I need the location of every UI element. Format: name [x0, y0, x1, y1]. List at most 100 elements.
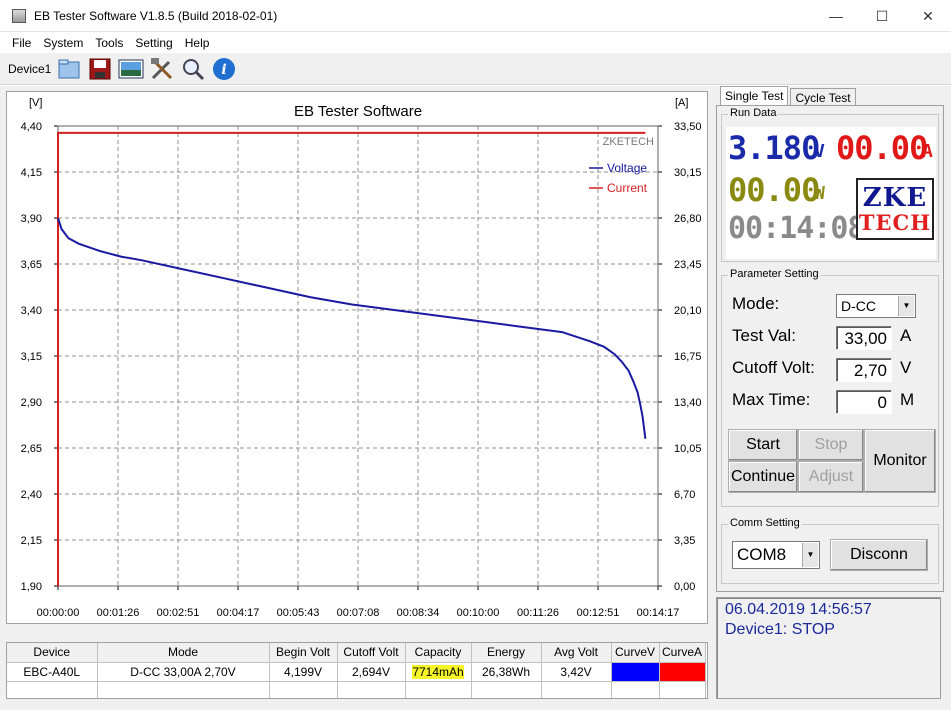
- cell-cutoff-volt: 2,694V: [337, 662, 406, 682]
- col-avg-volt: Avg Volt: [541, 643, 612, 663]
- test-tabs: Single Test Cycle Test: [720, 86, 858, 106]
- menu-setting[interactable]: Setting: [135, 36, 173, 50]
- col-curve-a: CurveA: [659, 643, 706, 663]
- disconnect-button[interactable]: Disconn: [830, 539, 928, 571]
- tools-icon[interactable]: [148, 55, 176, 83]
- left-tick-label: 3,90: [21, 213, 42, 225]
- col-cutoff-volt: Cutoff Volt: [337, 643, 406, 663]
- col-begin-volt: Begin Volt: [269, 643, 338, 663]
- com-port-value: COM8: [737, 545, 787, 564]
- chevron-down-icon[interactable]: ▼: [802, 543, 818, 567]
- start-button[interactable]: Start: [728, 429, 798, 461]
- left-tick-label: 2,65: [21, 443, 42, 455]
- magnifier-icon[interactable]: [179, 55, 207, 83]
- voltage-unit: V: [814, 141, 825, 162]
- right-tick-label: 3,35: [674, 535, 695, 547]
- mode-value: D-CC: [841, 298, 876, 314]
- window-title: EB Tester Software V1.8.5 (Build 2018-02…: [34, 8, 278, 23]
- svg-text:i: i: [222, 62, 227, 78]
- table-row[interactable]: EBC-A40L D-CC 33,00A 2,70V 4,199V 2,694V…: [7, 662, 706, 682]
- col-curve-v: CurveV: [611, 643, 660, 663]
- right-tick-label: 30,15: [674, 167, 702, 179]
- col-mode: Mode: [97, 643, 270, 663]
- left-tick-label: 2,15: [21, 535, 42, 547]
- cell-capacity: 7714mAh: [405, 662, 472, 682]
- left-tick-label: 3,65: [21, 259, 42, 271]
- tab-cycle-test[interactable]: Cycle Test: [790, 88, 856, 106]
- max-time-input[interactable]: 0: [836, 390, 892, 414]
- logo-tech: TECH: [858, 210, 932, 235]
- menu-system[interactable]: System: [43, 36, 84, 50]
- main-area: 00:00:00 00:01:26 00:02:51 00:04:17 00:05:43…: [0, 86, 951, 710]
- current-unit: A: [922, 141, 933, 162]
- table-header-row: Device Mode Begin Volt Cutoff Volt Capac…: [7, 643, 706, 663]
- mode-select[interactable]: D-CC ▼: [836, 294, 916, 318]
- col-capacity: Capacity: [405, 643, 472, 663]
- voltage-readout: 3.180: [728, 129, 820, 167]
- curve-v-swatch[interactable]: [611, 662, 660, 682]
- menu-bar: File System Tools Setting Help: [0, 33, 951, 53]
- x-tick-label: 00:00:00: [37, 607, 80, 619]
- right-tick-label: 10,05: [674, 443, 702, 455]
- window-controls: — ☐ ✕: [813, 0, 951, 32]
- right-tick-label: 16,75: [674, 351, 702, 363]
- menu-help[interactable]: Help: [184, 36, 210, 50]
- menu-tools[interactable]: Tools: [95, 36, 124, 50]
- app-icon: [12, 8, 26, 23]
- status-device-state: Device1: STOP: [725, 621, 835, 638]
- toolbar: Device1 i: [0, 53, 951, 85]
- table-row-empty: [7, 681, 706, 698]
- curve-a-swatch[interactable]: [659, 662, 706, 682]
- tab-single-test[interactable]: Single Test: [720, 86, 789, 106]
- run-data-group: Run Data 3.180 V 00.00 A 00.00 W 00:14:0…: [721, 107, 939, 262]
- x-tick-label: 00:02:51: [157, 607, 200, 619]
- single-test-panel: Run Data 3.180 V 00.00 A 00.00 W 00:14:0…: [716, 105, 944, 592]
- legend-voltage-label: Voltage: [607, 161, 647, 175]
- current-readout: 00.00: [836, 129, 928, 167]
- right-tick-label: 13,40: [674, 397, 702, 409]
- chevron-down-icon[interactable]: ▼: [898, 296, 914, 316]
- title-bar: EB Tester Software V1.8.5 (Build 2018-02…: [0, 0, 951, 32]
- info-icon[interactable]: i: [210, 55, 238, 83]
- legend-current-label: Current: [607, 181, 648, 195]
- cell-begin-volt: 4,199V: [269, 662, 338, 682]
- col-device: Device: [7, 643, 98, 663]
- com-port-select[interactable]: COM8 ▼: [732, 541, 820, 569]
- chart-watermark: ZKETECH: [603, 136, 654, 148]
- comm-title: Comm Setting: [728, 517, 802, 529]
- x-tick-label: 00:08:34: [397, 607, 440, 619]
- menu-file[interactable]: File: [12, 36, 32, 50]
- left-tick-label: 4,15: [21, 167, 42, 179]
- cutoff-volt-input[interactable]: 2,70: [836, 358, 892, 382]
- save-icon[interactable]: [86, 55, 114, 83]
- adjust-button[interactable]: Adjust: [798, 461, 864, 493]
- left-tick-label: 3,15: [21, 351, 42, 363]
- test-val-unit: A: [900, 326, 912, 345]
- voltage-current-chart: 00:00:00 00:01:26 00:02:51 00:04:17 00:05:43…: [21, 97, 702, 619]
- x-tick-label: 00:05:43: [277, 607, 320, 619]
- device-label: Device1: [8, 61, 52, 76]
- chart-panel: 00:00:00 00:01:26 00:02:51 00:04:17 00:05:43…: [6, 91, 708, 624]
- close-button[interactable]: ✕: [922, 7, 934, 24]
- x-tick-label: 00:04:17: [217, 607, 260, 619]
- maximize-button[interactable]: ☐: [875, 7, 889, 24]
- series-voltage-line: [57, 217, 647, 439]
- left-axis-unit: [V]: [29, 97, 42, 109]
- max-time-unit: M: [900, 390, 915, 409]
- parameter-group: Parameter Setting Mode: D-CC ▼ Test Val:…: [721, 268, 939, 507]
- test-val-label: Test Val:: [732, 326, 796, 345]
- open-icon[interactable]: [55, 55, 83, 83]
- cell-device: EBC-A40L: [7, 662, 98, 682]
- left-tick-label: 2,40: [21, 489, 42, 501]
- left-tick-label: 4,40: [21, 121, 42, 133]
- test-val-input[interactable]: 33,00: [836, 326, 892, 350]
- left-tick-label: 3,40: [21, 305, 42, 317]
- minimize-button[interactable]: —: [829, 8, 843, 24]
- left-tick-label: 1,90: [21, 581, 42, 593]
- cell-energy: 26,38Wh: [471, 662, 542, 682]
- monitor-button[interactable]: Monitor: [864, 429, 936, 493]
- stop-button[interactable]: Stop: [798, 429, 864, 461]
- continue-button[interactable]: Continue: [728, 461, 798, 493]
- image-icon[interactable]: [117, 55, 145, 83]
- results-table: Device Mode Begin Volt Cutoff Volt Capac…: [6, 642, 708, 699]
